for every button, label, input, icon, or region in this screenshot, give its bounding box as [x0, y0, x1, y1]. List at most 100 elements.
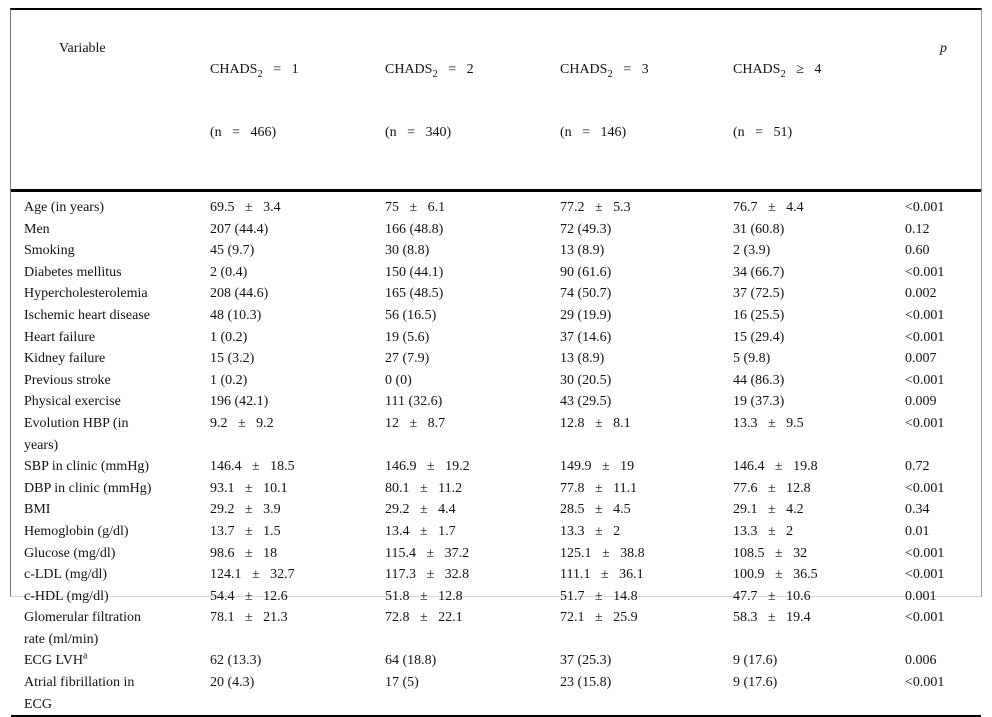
table-row: Glomerular filtration rate (ml/min) 78.1…: [11, 607, 981, 650]
value-cell-chads2-1: 208 (44.6): [210, 286, 269, 302]
value-cell-chads2-2: 27 (7.9): [385, 351, 430, 367]
group-n-label: (n = 51): [733, 125, 793, 140]
p-value-cell: <0.001: [905, 545, 945, 561]
variable-name: Age (in years): [24, 200, 105, 215]
value-cell-chads2-2: 75 ± 6.1: [385, 200, 446, 215]
value-cell-chads2-2: 56 (16.5): [385, 307, 437, 323]
value-cell-chads2-1: 9.2 ± 9.2: [210, 415, 274, 431]
variable-name: Hemoglobin (g/dl): [24, 523, 129, 539]
variable-name-cell: Diabetes mellitus: [11, 262, 210, 284]
header-row: Variable CHADS2 = 1 (n = 466) CHADS2 = 2…: [11, 10, 981, 192]
value-cell-chads2-3: 13 (8.9): [560, 351, 605, 367]
header-chads2-ge4: CHADS2 ≥ 4 (n = 51): [733, 10, 905, 192]
value-cell-chads2-ge4: 100.9 ± 36.5: [733, 567, 818, 583]
value-cell-chads2-1: 45 (9.7): [210, 243, 255, 259]
paper-page: { "table": { "header": { "variable": "Va…: [10, 8, 982, 717]
variable-name-cell: Previous stroke: [11, 370, 210, 392]
value-cell-chads2-3: 51.7 ± 14.8: [560, 588, 638, 604]
header-variable: Variable: [11, 10, 210, 192]
value-cell-chads2-ge4: 13.3 ± 2: [733, 523, 794, 539]
variable-name-cell: Men: [11, 219, 210, 241]
header-chads2-1: CHADS2 = 1 (n = 466): [210, 10, 385, 192]
value-cell-chads2-ge4: 15 (29.4): [733, 329, 785, 345]
value-cell-chads2-3: 29 (19.9): [560, 307, 612, 323]
p-value-label: p: [940, 41, 947, 56]
p-value-cell: 0.34: [905, 502, 930, 518]
variable-name: Smoking: [24, 243, 75, 259]
value-cell-chads2-3: 111.1 ± 36.1: [560, 567, 644, 583]
chads-subscript: 2: [432, 68, 438, 80]
value-cell-chads2-3: 23 (15.8): [560, 675, 612, 691]
value-cell-chads2-ge4: 5 (9.8): [733, 351, 771, 367]
table-row: Age (in years) 69.5 ± 3.4 75 ± 6.1 77.2 …: [11, 191, 981, 219]
p-value-cell: 0.002: [905, 286, 937, 302]
variable-name: c-HDL (mg/dl): [24, 588, 109, 604]
value-cell-chads2-3: 77.8 ± 11.1: [560, 480, 638, 496]
value-cell-chads2-3: 30 (20.5): [560, 372, 612, 388]
value-cell-chads2-ge4: 13.3 ± 9.5: [733, 415, 804, 431]
value-cell-chads2-3: 12.8 ± 8.1: [560, 415, 631, 431]
chads-subscript: 2: [780, 68, 786, 80]
variable-name-cell: Atrial fibrillation in ECG: [11, 672, 210, 716]
variable-name: Hypercholesterolemia: [24, 286, 148, 302]
value-cell-chads2-ge4: 34 (66.7): [733, 264, 785, 280]
value-cell-chads2-2: 12 ± 8.7: [385, 415, 446, 431]
variable-name-cell: c-HDL (mg/dl): [11, 586, 210, 608]
value-cell-chads2-3: 13.3 ± 2: [560, 523, 621, 539]
variable-name: Evolution HBP (in years): [24, 415, 129, 453]
value-cell-chads2-1: 196 (42.1): [210, 394, 269, 410]
variable-name: SBP in clinic (mmHg): [24, 459, 150, 475]
p-value-cell: 0.60: [905, 243, 930, 259]
chads-label: CHADS: [210, 62, 258, 77]
table-row: Heart failure 1 (0.2) 19 (5.6) 37 (14.6)…: [11, 327, 981, 349]
value-cell-chads2-1: 78.1 ± 21.3: [210, 610, 288, 626]
value-cell-chads2-2: 0 (0): [385, 372, 412, 388]
variable-name: Heart failure: [24, 329, 96, 345]
value-cell-chads2-ge4: 31 (60.8): [733, 221, 785, 237]
value-cell-chads2-ge4: 76.7 ± 4.4: [733, 200, 804, 215]
p-value-cell: 0.006: [905, 653, 937, 669]
variable-name: Physical exercise: [24, 394, 121, 410]
value-cell-chads2-2: 80.1 ± 11.2: [385, 480, 463, 496]
value-cell-chads2-1: 69.5 ± 3.4: [210, 200, 281, 215]
variable-name-cell: Evolution HBP (in years): [11, 413, 210, 456]
p-value-cell: <0.001: [905, 329, 945, 345]
variable-name: BMI: [24, 502, 51, 518]
value-cell-chads2-2: 19 (5.6): [385, 329, 430, 345]
table-row: DBP in clinic (mmHg) 93.1 ± 10.1 80.1 ± …: [11, 478, 981, 500]
value-cell-chads2-1: 2 (0.4): [210, 264, 248, 280]
variable-name-cell: DBP in clinic (mmHg): [11, 478, 210, 500]
table-row: c-LDL (mg/dl) 124.1 ± 32.7 117.3 ± 32.8 …: [11, 564, 981, 586]
chads-relation: = 2: [437, 62, 474, 77]
variable-name-cell: SBP in clinic (mmHg): [11, 456, 210, 478]
value-cell-chads2-1: 93.1 ± 10.1: [210, 480, 288, 496]
value-cell-chads2-1: 1 (0.2): [210, 372, 248, 388]
p-value-cell: <0.001: [905, 567, 945, 583]
value-cell-chads2-1: 1 (0.2): [210, 329, 248, 345]
value-cell-chads2-ge4: 2 (3.9): [733, 243, 771, 259]
chads-label: CHADS: [733, 62, 781, 77]
value-cell-chads2-ge4: 16 (25.5): [733, 307, 785, 323]
value-cell-chads2-3: 13 (8.9): [560, 243, 605, 259]
value-cell-chads2-2: 72.8 ± 22.1: [385, 610, 463, 626]
table-header: Variable CHADS2 = 1 (n = 466) CHADS2 = 2…: [11, 10, 981, 192]
variable-name: Ischemic heart disease: [24, 307, 150, 323]
p-value-cell: <0.001: [905, 307, 945, 323]
chads-label: CHADS: [560, 62, 608, 77]
value-cell-chads2-ge4: 9 (17.6): [733, 653, 778, 669]
variable-name-cell: c-LDL (mg/dl): [11, 564, 210, 586]
variable-name: Men: [24, 221, 50, 237]
variable-name-cell: BMI: [11, 499, 210, 521]
value-cell-chads2-ge4: 77.6 ± 12.8: [733, 480, 811, 496]
table-body: Age (in years) 69.5 ± 3.4 75 ± 6.1 77.2 …: [11, 191, 981, 717]
value-cell-chads2-1: 20 (4.3): [210, 675, 255, 691]
value-cell-chads2-ge4: 29.1 ± 4.2: [733, 502, 804, 518]
header-p-value: p: [905, 10, 981, 192]
table-row: BMI 29.2 ± 3.9 29.2 ± 4.4 28.5 ± 4.5 29.…: [11, 499, 981, 521]
header-variable-label: Variable: [59, 41, 106, 56]
chads-relation: ≥ 4: [785, 62, 822, 77]
table-row: Kidney failure 15 (3.2) 27 (7.9) 13 (8.9…: [11, 348, 981, 370]
value-cell-chads2-1: 54.4 ± 12.6: [210, 588, 288, 604]
footnote-marker: a: [83, 650, 88, 662]
value-cell-chads2-1: 15 (3.2): [210, 351, 255, 367]
